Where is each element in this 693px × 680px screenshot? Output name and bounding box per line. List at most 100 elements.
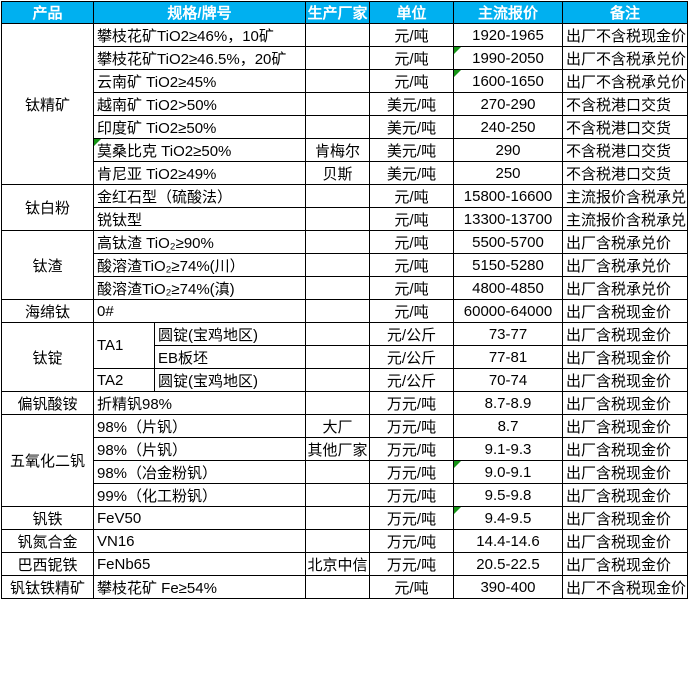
cell-price[interactable]: 60000-64000 <box>453 299 563 323</box>
cell-price[interactable]: 9.0-9.1 <box>453 460 563 484</box>
cell-unit[interactable]: 万元/吨 <box>369 552 454 576</box>
header-spec[interactable]: 规格/牌号 <box>93 1 306 24</box>
cell-note[interactable]: 出厂含税承兑价 <box>562 276 688 300</box>
cell-manufacturer[interactable]: 大厂 <box>305 414 370 438</box>
cell-manufacturer[interactable]: 北京中信 <box>305 552 370 576</box>
cell-manufacturer[interactable]: 其他厂家 <box>305 437 370 461</box>
header-price[interactable]: 主流报价 <box>453 1 563 24</box>
cell-manufacturer[interactable] <box>305 368 370 392</box>
cell-price[interactable]: 13300-13700 <box>453 207 563 231</box>
cell-manufacturer[interactable] <box>305 230 370 254</box>
cell-unit[interactable]: 元/吨 <box>369 230 454 254</box>
cell-price[interactable]: 8.7 <box>453 414 563 438</box>
cell-product[interactable]: 钒钛铁精矿 <box>1 575 94 599</box>
cell-spec[interactable]: FeV50 <box>93 506 306 530</box>
header-manufacturer[interactable]: 生产厂家 <box>305 1 370 24</box>
cell-manufacturer[interactable] <box>305 115 370 139</box>
cell-note[interactable]: 不含税港口交货 <box>562 115 688 139</box>
cell-price[interactable]: 15800-16600 <box>453 184 563 208</box>
cell-manufacturer[interactable]: 贝斯 <box>305 161 370 185</box>
cell-spec[interactable]: 莫桑比克 TiO2≥50% <box>93 138 306 162</box>
cell-manufacturer[interactable] <box>305 460 370 484</box>
cell-note[interactable]: 主流报价含税承兑 <box>562 207 688 231</box>
cell-unit[interactable]: 元/吨 <box>369 23 454 47</box>
cell-spec[interactable]: 酸溶渣TiO₂≥74%(川） <box>93 253 306 277</box>
cell-spec[interactable]: 云南矿 TiO2≥45% <box>93 69 306 93</box>
cell-unit[interactable]: 元/公斤 <box>369 322 454 346</box>
cell-form[interactable]: 圆锭(宝鸡地区) <box>154 322 306 346</box>
cell-spec[interactable]: 98%（冶金粉钒） <box>93 460 306 484</box>
cell-price[interactable]: 4800-4850 <box>453 276 563 300</box>
cell-form[interactable]: 圆锭(宝鸡地区) <box>154 368 306 392</box>
cell-product[interactable]: 钛精矿 <box>1 23 94 185</box>
cell-unit[interactable]: 元/吨 <box>369 253 454 277</box>
cell-price[interactable]: 1990-2050 <box>453 46 563 70</box>
header-unit[interactable]: 单位 <box>369 1 454 24</box>
cell-grade[interactable]: TA2 <box>93 368 155 392</box>
cell-unit[interactable]: 美元/吨 <box>369 138 454 162</box>
cell-note[interactable]: 出厂含税现金价 <box>562 345 688 369</box>
cell-unit[interactable]: 元/吨 <box>369 276 454 300</box>
cell-price[interactable]: 1920-1965 <box>453 23 563 47</box>
cell-manufacturer[interactable] <box>305 184 370 208</box>
cell-price[interactable]: 240-250 <box>453 115 563 139</box>
cell-spec[interactable]: FeNb65 <box>93 552 306 576</box>
cell-unit[interactable]: 元/公斤 <box>369 345 454 369</box>
cell-spec[interactable]: 攀枝花矿 Fe≥54% <box>93 575 306 599</box>
cell-price[interactable]: 390-400 <box>453 575 563 599</box>
cell-manufacturer[interactable] <box>305 575 370 599</box>
cell-unit[interactable]: 元/吨 <box>369 299 454 323</box>
cell-product[interactable]: 钒氮合金 <box>1 529 94 553</box>
cell-spec[interactable]: 99%（化工粉钒） <box>93 483 306 507</box>
cell-grade[interactable]: TA1 <box>93 322 155 369</box>
cell-product[interactable]: 偏钒酸铵 <box>1 391 94 415</box>
cell-manufacturer[interactable] <box>305 299 370 323</box>
cell-note[interactable]: 出厂不含税现金价 <box>562 23 688 47</box>
cell-unit[interactable]: 万元/吨 <box>369 529 454 553</box>
header-product[interactable]: 产品 <box>1 1 94 24</box>
cell-note[interactable]: 出厂含税现金价 <box>562 299 688 323</box>
cell-spec[interactable]: 印度矿 TiO2≥50% <box>93 115 306 139</box>
cell-spec[interactable]: 0# <box>93 299 306 323</box>
header-note[interactable]: 备注 <box>562 1 688 24</box>
cell-product[interactable]: 钛锭 <box>1 322 94 392</box>
cell-note[interactable]: 不含税港口交货 <box>562 138 688 162</box>
cell-unit[interactable]: 美元/吨 <box>369 115 454 139</box>
cell-manufacturer[interactable] <box>305 483 370 507</box>
cell-unit[interactable]: 万元/吨 <box>369 391 454 415</box>
cell-price[interactable]: 20.5-22.5 <box>453 552 563 576</box>
cell-manufacturer[interactable] <box>305 322 370 346</box>
cell-unit[interactable]: 美元/吨 <box>369 92 454 116</box>
cell-manufacturer[interactable] <box>305 46 370 70</box>
cell-unit[interactable]: 元/吨 <box>369 575 454 599</box>
cell-unit[interactable]: 万元/吨 <box>369 506 454 530</box>
cell-price[interactable]: 270-290 <box>453 92 563 116</box>
cell-unit[interactable]: 万元/吨 <box>369 414 454 438</box>
cell-manufacturer[interactable] <box>305 276 370 300</box>
cell-manufacturer[interactable] <box>305 207 370 231</box>
cell-unit[interactable]: 元/公斤 <box>369 368 454 392</box>
cell-note[interactable]: 主流报价含税承兑 <box>562 184 688 208</box>
cell-spec[interactable]: 酸溶渣TiO₂≥74%(滇) <box>93 276 306 300</box>
cell-note[interactable]: 出厂不含税承兑价 <box>562 69 688 93</box>
cell-unit[interactable]: 万元/吨 <box>369 437 454 461</box>
cell-unit[interactable]: 元/吨 <box>369 207 454 231</box>
cell-unit[interactable]: 元/吨 <box>369 69 454 93</box>
cell-product[interactable]: 钒铁 <box>1 506 94 530</box>
cell-note[interactable]: 出厂含税现金价 <box>562 529 688 553</box>
cell-note[interactable]: 出厂不含税现金价 <box>562 575 688 599</box>
cell-note[interactable]: 出厂含税现金价 <box>562 414 688 438</box>
cell-price[interactable]: 9.4-9.5 <box>453 506 563 530</box>
cell-unit[interactable]: 元/吨 <box>369 184 454 208</box>
cell-spec[interactable]: 越南矿 TiO2>50% <box>93 92 306 116</box>
cell-note[interactable]: 出厂含税现金价 <box>562 483 688 507</box>
cell-note[interactable]: 出厂含税承兑价 <box>562 253 688 277</box>
cell-spec[interactable]: 98%（片钒） <box>93 437 306 461</box>
cell-manufacturer[interactable] <box>305 345 370 369</box>
cell-spec[interactable]: 肯尼亚 TiO2≥49% <box>93 161 306 185</box>
cell-price[interactable]: 8.7-8.9 <box>453 391 563 415</box>
cell-price[interactable]: 77-81 <box>453 345 563 369</box>
cell-price[interactable]: 9.5-9.8 <box>453 483 563 507</box>
cell-spec[interactable]: 金红石型（硫酸法） <box>93 184 306 208</box>
cell-spec[interactable]: 高钛渣 TiO₂≥90% <box>93 230 306 254</box>
